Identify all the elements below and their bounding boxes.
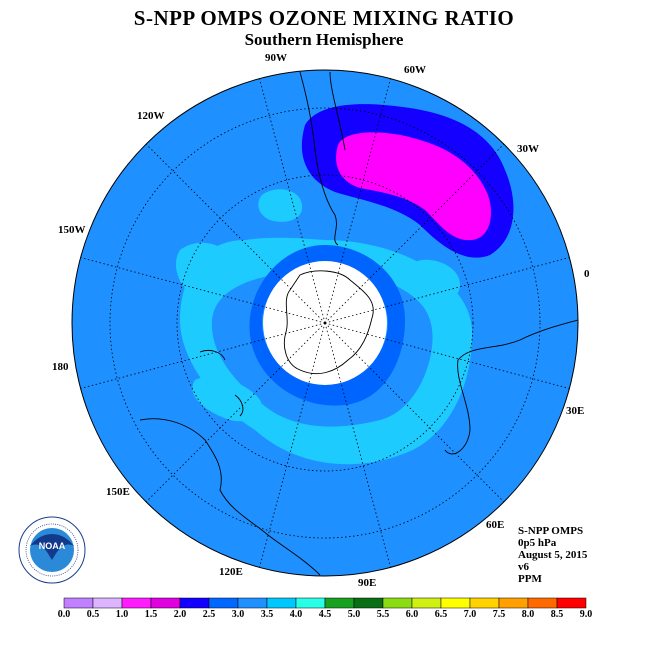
colorbar-swatch [237,597,268,609]
map-border [71,69,579,577]
colorbar-label: 5.0 [348,609,361,620]
colorbar-swatch [411,597,442,609]
colorbar-swatch [498,597,529,609]
colorbar-label: 8.5 [551,609,564,620]
light-blob-east [411,259,460,301]
colorbar-swatch [382,597,413,609]
colorbar-label: 8.0 [522,609,535,620]
colorbar-label: 4.5 [319,609,332,620]
lon-label-60w: 60W [404,64,426,76]
colorbar-label: 0.5 [87,609,100,620]
light-blob-west [175,242,236,297]
colorbar-label: 2.5 [203,609,216,620]
colorbar-label: 7.5 [493,609,506,620]
light-blob-south [192,376,262,422]
map-title: S-NPP OMPS OZONE MIXING RATIO [133,6,515,30]
colorbar-swatch [469,597,500,609]
logo-text: NOAA [39,541,66,551]
info-version: v6 [518,561,529,573]
colorbar-label: 0.0 [58,609,71,620]
colorbar-label: 2.0 [174,609,187,620]
lon-label-60e: 60E [486,519,504,531]
lon-label-90w: 90W [265,52,287,64]
colorbar-swatch [295,597,326,609]
colorbar-swatch [150,597,181,609]
max-region [336,132,492,241]
colorbar-swatch [353,597,384,609]
lon-label-30e: 30E [566,405,584,417]
colorbar-swatch [208,597,239,609]
colorbar-label: 4.0 [290,609,303,620]
lat-circle-outer [109,107,541,539]
colorbar-swatch [556,597,587,609]
africa-coast [444,319,578,455]
lon-label-180: 180 [52,361,69,373]
colorbar-label: 6.5 [435,609,448,620]
light-blob-north [258,189,303,222]
map-subtitle: Southern Hemisphere [244,30,404,49]
colorbar-label: 9.0 [580,609,593,620]
colorbar-swatch [266,597,297,609]
south-america-coast [299,71,346,246]
antarctica-coast [283,270,374,374]
lon-label-0: 0 [584,268,590,280]
colorbar-swatch [92,597,123,609]
info-block: S-NPP OMPS 0p5 hPa August 5, 2015 v6 PPM [518,525,587,585]
noaa-logo: NOAA [18,516,86,584]
colorbar: 0.0 0.5 1.0 1.5 2.0 2.5 3.0 3.5 4.0 4.5 5.0 5.5 6.0 6… [58,597,593,620]
longitude-labels: 90W 60W 120W 30W 150W 0 180 30E 150E 60E… [52,52,590,589]
coastlines [139,71,578,576]
colorbar-label: 3.0 [232,609,245,620]
colorbar-label: 5.5 [377,609,390,620]
colorbar-swatch [121,597,152,609]
lon-label-150e: 150E [106,486,130,498]
colorbar-swatch [63,597,94,609]
info-date: August 5, 2015 [518,549,588,561]
australia-coast [139,418,321,576]
colorbar-swatch [179,597,210,609]
info-units: PPM [518,573,542,585]
colorbar-label: 1.5 [145,609,158,620]
ozone-field [72,70,578,576]
colorbar-label: 7.0 [464,609,477,620]
lon-label-120w: 120W [137,110,165,122]
lon-label-150w: 150W [58,224,86,236]
lat-circle-inner [176,174,474,472]
lon-label-90e: 90E [358,577,376,589]
colorbar-swatch [527,597,558,609]
colorbar-label: 6.0 [406,609,419,620]
colorbar-label: 3.5 [261,609,274,620]
lon-label-30w: 30W [517,143,539,155]
colorbar-swatch [440,597,471,609]
graticule [80,78,570,568]
lon-label-120e: 120E [219,566,243,578]
colorbar-label: 1.0 [116,609,129,620]
colorbar-swatch [324,597,355,609]
logo-bird [30,534,74,560]
info-instrument: S-NPP OMPS [518,525,584,537]
info-level: 0p5 hPa [518,537,557,549]
